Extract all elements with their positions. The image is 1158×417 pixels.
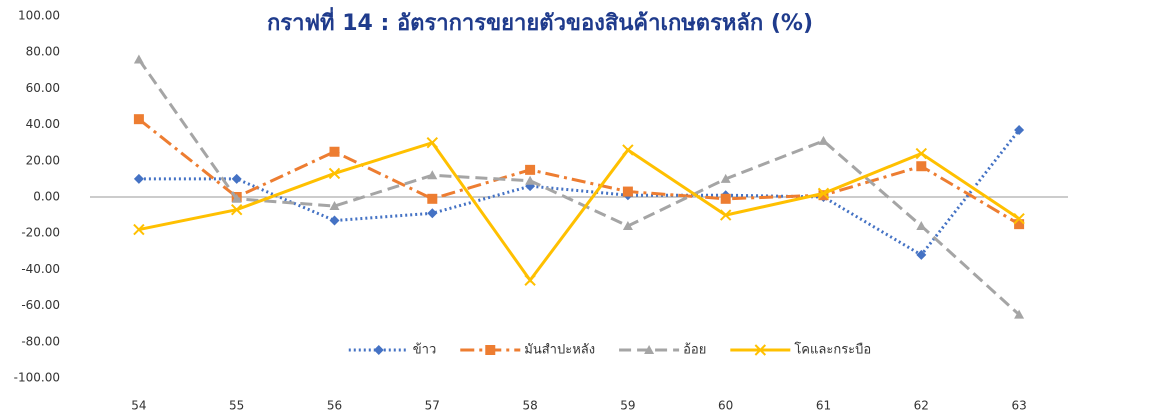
marker bbox=[329, 201, 340, 211]
y-tick-label: -60.00 bbox=[21, 298, 60, 312]
x-tick-label: 60 bbox=[718, 399, 733, 413]
marker bbox=[133, 173, 144, 184]
marker bbox=[1014, 309, 1025, 319]
y-tick-label: 40.00 bbox=[26, 117, 60, 131]
legend-label: โคและกระบือ bbox=[794, 342, 871, 358]
marker bbox=[622, 144, 634, 156]
marker bbox=[720, 193, 731, 204]
marker bbox=[426, 136, 439, 149]
x-tick-label: 57 bbox=[425, 399, 440, 413]
y-tick-label: -80.00 bbox=[21, 334, 60, 348]
x-tick-label: 58 bbox=[522, 399, 537, 413]
series-line bbox=[138, 140, 1020, 283]
marker bbox=[230, 203, 243, 216]
marker bbox=[720, 173, 731, 183]
marker bbox=[719, 209, 732, 221]
series-line bbox=[138, 129, 1021, 257]
marker bbox=[1014, 125, 1025, 136]
y-tick-label: 100.00 bbox=[18, 9, 60, 23]
marker bbox=[328, 167, 341, 180]
marker bbox=[427, 193, 438, 204]
chart-title: กราฟที่ 14 : อัตราการขยายตัวของสินค้าเกษ… bbox=[267, 6, 813, 36]
x-tick-label: 61 bbox=[816, 399, 831, 413]
marker bbox=[525, 164, 536, 175]
marker bbox=[427, 208, 438, 219]
marker bbox=[525, 175, 536, 185]
marker bbox=[133, 114, 144, 125]
marker bbox=[485, 345, 496, 355]
x-tick-label: 55 bbox=[229, 399, 244, 413]
marker bbox=[373, 345, 384, 355]
marker bbox=[622, 186, 633, 197]
y-tick-label: 80.00 bbox=[26, 45, 60, 59]
marker bbox=[231, 193, 242, 203]
series-line bbox=[137, 117, 1020, 226]
marker bbox=[817, 187, 830, 200]
x-tick-label: 59 bbox=[620, 399, 635, 413]
y-tick-label: 0.00 bbox=[33, 190, 60, 204]
marker bbox=[644, 345, 655, 354]
x-tick-label: 62 bbox=[914, 399, 929, 413]
legend-label: ข้าว bbox=[413, 343, 437, 358]
marker bbox=[622, 220, 633, 230]
marker bbox=[427, 170, 438, 180]
legend: ข้าว มันสำปะหลัง อ้อย โคและกระบือ bbox=[348, 342, 871, 358]
y-tick-label: -40.00 bbox=[21, 262, 60, 276]
series-line bbox=[137, 58, 1021, 316]
y-tick-label: 60.00 bbox=[26, 81, 60, 95]
marker bbox=[133, 223, 145, 236]
marker bbox=[818, 135, 829, 145]
marker bbox=[1014, 219, 1025, 230]
marker bbox=[916, 161, 927, 172]
y-tick-label: -100.00 bbox=[14, 371, 60, 385]
marker bbox=[133, 54, 144, 64]
marker bbox=[915, 147, 928, 160]
marker bbox=[818, 190, 829, 201]
x-tick-label: 63 bbox=[1011, 399, 1026, 413]
marker bbox=[754, 344, 767, 356]
marker bbox=[524, 274, 536, 286]
y-tick-label: 20.00 bbox=[26, 153, 60, 167]
marker bbox=[1013, 213, 1025, 225]
x-tick-label: 54 bbox=[131, 399, 146, 413]
marker bbox=[329, 215, 340, 226]
marker bbox=[916, 220, 927, 230]
legend-label: มันสำปะหลัง bbox=[524, 343, 595, 358]
legend-label: อ้อย bbox=[683, 343, 706, 358]
marker bbox=[916, 249, 927, 260]
y-tick-label: -20.00 bbox=[21, 226, 60, 240]
marker bbox=[329, 146, 340, 157]
marker bbox=[231, 173, 242, 184]
x-tick-label: 56 bbox=[327, 399, 342, 413]
